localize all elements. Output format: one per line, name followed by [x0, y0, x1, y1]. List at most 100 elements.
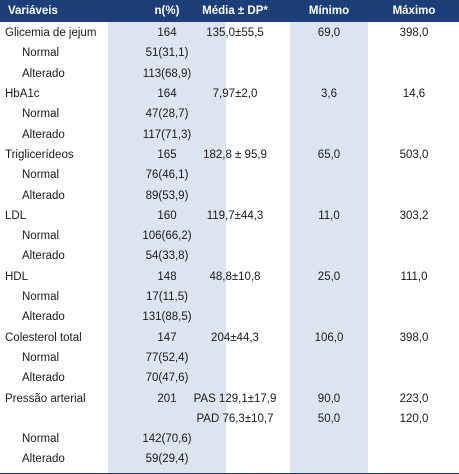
row-n: 164	[157, 27, 177, 40]
row-label: HbA1c	[5, 88, 40, 101]
row-min	[290, 104, 368, 124]
table-row: Alterado 54(33,8)	[0, 246, 459, 266]
row-label: Colesterol total	[5, 331, 82, 344]
row-min	[290, 226, 368, 246]
table-row: Normal 106(66,2)	[0, 226, 459, 246]
table-row: Normal 77(52,4)	[0, 348, 459, 368]
row-mean	[180, 368, 290, 388]
row-max	[371, 348, 457, 368]
header-n: n(%)	[154, 5, 180, 17]
row-mean: PAS 129,1±17,9	[193, 392, 277, 405]
table-row: Triglicerídeos 165 182,8 ± 95,9 65,0 503,0	[0, 145, 459, 165]
table-row: HDL 148 48,8±10,8 25,0 111,0	[0, 267, 459, 287]
row-label: Pressão arterial	[5, 392, 86, 405]
table-header-bar	[0, 0, 459, 22]
row-label: Normal	[22, 230, 60, 243]
row-mean	[180, 348, 290, 368]
header-media: Média ± DP*	[202, 5, 268, 17]
row-max: 503,0	[399, 148, 429, 161]
row-max	[371, 64, 457, 84]
row-n: 76(46,1)	[145, 169, 189, 182]
row-label: Alterado	[22, 453, 65, 466]
row-mean: PAD 76,3±10,7	[196, 412, 274, 425]
row-mean: 204±44,3	[211, 331, 259, 344]
row-max	[371, 43, 457, 63]
row-max: 120,0	[399, 412, 429, 425]
row-n: 148	[157, 270, 177, 283]
row-mean	[180, 287, 290, 307]
row-n: 147	[157, 331, 177, 344]
row-min	[290, 125, 368, 145]
header-variaveis: Variáveis	[8, 5, 58, 17]
table-row: PAD 76,3±10,7 50,0 120,0	[0, 409, 459, 429]
row-max: 398,0	[399, 27, 429, 40]
column-stripe-min	[290, 0, 368, 474]
row-label: Normal	[22, 291, 60, 304]
row-min: 25,0	[317, 270, 341, 283]
table-header-row: Variáveis n(%) Média ± DP* Mínimo Máximo	[0, 0, 459, 22]
table-row: Glicemia de jejum 164 135,0±55,5 69,0 398,0	[0, 23, 459, 43]
row-min	[290, 246, 368, 266]
row-label: Alterado	[22, 67, 65, 80]
table-row: Normal 47(28,7)	[0, 104, 459, 124]
row-mean	[180, 226, 290, 246]
row-n: 17(11,5)	[146, 291, 188, 304]
row-label: Normal	[22, 169, 60, 182]
table-row: Alterado 117(71,3)	[0, 125, 459, 145]
row-label: Alterado	[22, 189, 65, 202]
row-label: Normal	[22, 108, 60, 121]
row-max	[371, 246, 457, 266]
table-row: Colesterol total 147 204±44,3 106,0 398,0	[0, 328, 459, 348]
column-stripe-n	[108, 0, 226, 474]
row-min: 11,0	[318, 209, 340, 222]
row-n: 160	[157, 209, 177, 222]
row-max	[371, 429, 457, 449]
row-label: HDL	[5, 270, 29, 283]
table-row: Normal 142(70,6)	[0, 429, 459, 449]
row-label: Alterado	[22, 311, 65, 324]
row-max: 111,0	[400, 270, 428, 283]
row-mean	[180, 64, 290, 84]
row-mean: 135,0±55,5	[206, 27, 264, 40]
row-mean	[180, 246, 290, 266]
row-max: 398,0	[399, 331, 429, 344]
row-max: 223,0	[399, 392, 429, 405]
row-mean	[180, 43, 290, 63]
row-n: 54(33,8)	[145, 250, 189, 263]
row-min	[290, 64, 368, 84]
row-mean	[180, 307, 290, 327]
row-mean	[180, 449, 290, 469]
row-n: 106(66,2)	[142, 230, 192, 243]
row-max	[371, 307, 457, 327]
table-row: Alterado 113(68,9)	[0, 64, 459, 84]
row-max	[371, 449, 457, 469]
row-n: 77(52,4)	[145, 351, 189, 364]
row-n: 164	[157, 88, 177, 101]
row-min	[290, 43, 368, 63]
row-min: 106,0	[314, 331, 344, 344]
row-n: 47(28,7)	[145, 108, 189, 121]
row-mean	[180, 104, 290, 124]
row-min	[290, 429, 368, 449]
table-row: Alterado 70(47,6)	[0, 368, 459, 388]
row-label: Triglicerídeos	[5, 148, 74, 161]
row-max	[371, 226, 457, 246]
row-label: Normal	[22, 47, 60, 60]
row-label: Normal	[22, 433, 60, 446]
table-row: Normal 76(46,1)	[0, 165, 459, 185]
row-min	[290, 307, 368, 327]
row-mean	[180, 429, 290, 449]
row-max	[371, 368, 457, 388]
row-n: 59(29,4)	[145, 453, 189, 466]
row-max	[371, 165, 457, 185]
header-minimo: Mínimo	[308, 5, 350, 17]
row-mean: 119,7±44,3	[206, 209, 264, 222]
header-maximo: Máximo	[392, 5, 436, 17]
row-mean: 7,97±2,0	[212, 88, 258, 101]
row-mean: 48,8±10,8	[209, 270, 261, 283]
row-min: 3,6	[321, 88, 337, 101]
table-row: LDL 160 119,7±44,3 11,0 303,2	[0, 206, 459, 226]
row-max	[371, 104, 457, 124]
row-n: 131(88,5)	[142, 311, 192, 324]
row-min: 50,0	[317, 412, 341, 425]
